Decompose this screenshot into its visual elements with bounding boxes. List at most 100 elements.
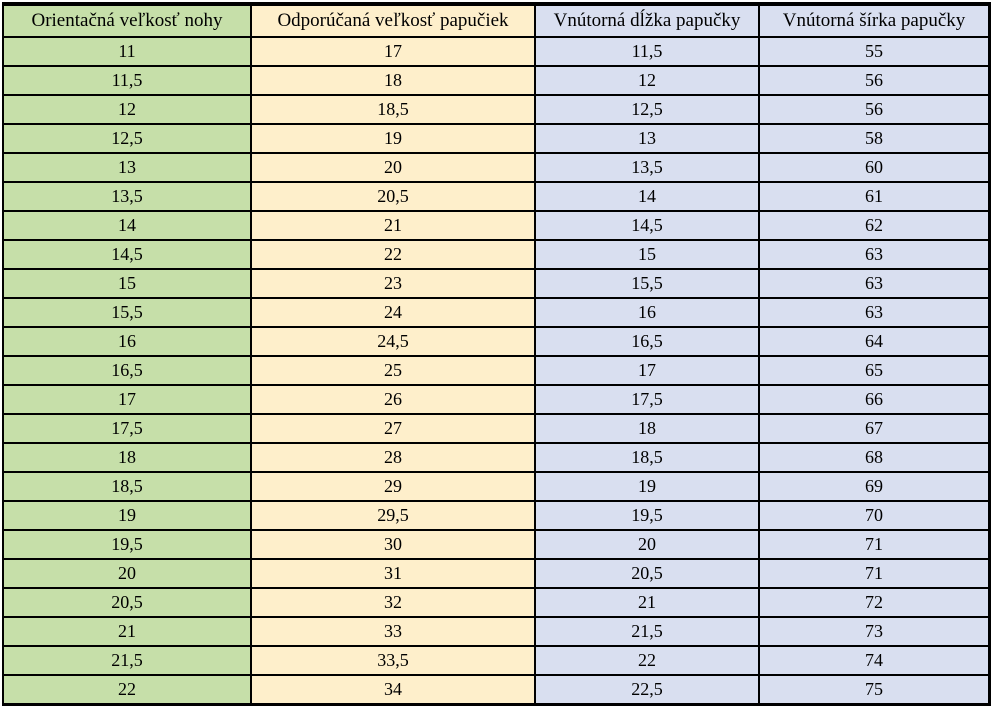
table-row: 16,5 25 17 65: [2, 355, 991, 384]
cell-slipper-size: 29: [250, 471, 534, 500]
table-row: 12 18,5 12,5 56: [2, 94, 991, 123]
cell-slipper-size: 28: [250, 442, 534, 471]
table-row: 11 17 11,5 55: [2, 36, 991, 65]
cell-inner-length: 21,5: [534, 616, 758, 645]
table-row: 16 24,5 16,5 64: [2, 326, 991, 355]
table-row: 19 29,5 19,5 70: [2, 500, 991, 529]
table-row: 21 33 21,5 73: [2, 616, 991, 645]
table-row: 15,5 24 16 63: [2, 297, 991, 326]
cell-foot-size: 16: [2, 326, 250, 355]
cell-foot-size: 17: [2, 384, 250, 413]
cell-slipper-size: 22: [250, 239, 534, 268]
cell-foot-size: 14: [2, 210, 250, 239]
table-row: 15 23 15,5 63: [2, 268, 991, 297]
table-row: 21,5 33,5 22 74: [2, 645, 991, 674]
cell-foot-size: 19,5: [2, 529, 250, 558]
cell-foot-size: 12,5: [2, 123, 250, 152]
table-row: 14,5 22 15 63: [2, 239, 991, 268]
cell-slipper-size: 19: [250, 123, 534, 152]
cell-slipper-size: 33,5: [250, 645, 534, 674]
cell-inner-width: 63: [758, 268, 991, 297]
table-row: 14 21 14,5 62: [2, 210, 991, 239]
cell-inner-length: 12: [534, 65, 758, 94]
cell-slipper-size: 18,5: [250, 94, 534, 123]
cell-inner-width: 62: [758, 210, 991, 239]
cell-foot-size: 18: [2, 442, 250, 471]
cell-inner-length: 13: [534, 123, 758, 152]
column-header-inner-length: Vnútorná dĺžka papučky: [534, 2, 758, 36]
table-body: 11 17 11,5 55 11,5 18 12 56 12 18,5 12,5 56 12,5 19 13…: [2, 36, 991, 706]
cell-foot-size: 18,5: [2, 471, 250, 500]
cell-foot-size: 17,5: [2, 413, 250, 442]
table-row: 12,5 19 13 58: [2, 123, 991, 152]
column-header-inner-width: Vnútorná šírka papučky: [758, 2, 991, 36]
cell-slipper-size: 27: [250, 413, 534, 442]
table-row: 13,5 20,5 14 61: [2, 181, 991, 210]
cell-inner-width: 68: [758, 442, 991, 471]
table-row: 17 26 17,5 66: [2, 384, 991, 413]
cell-foot-size: 12: [2, 94, 250, 123]
cell-foot-size: 21: [2, 616, 250, 645]
cell-slipper-size: 34: [250, 674, 534, 706]
cell-inner-width: 72: [758, 587, 991, 616]
cell-slipper-size: 24: [250, 297, 534, 326]
cell-slipper-size: 31: [250, 558, 534, 587]
cell-foot-size: 15: [2, 268, 250, 297]
cell-inner-length: 19,5: [534, 500, 758, 529]
cell-slipper-size: 30: [250, 529, 534, 558]
cell-inner-length: 17,5: [534, 384, 758, 413]
header-row: Orientačná veľkosť nohy Odporúčaná veľko…: [2, 2, 991, 36]
cell-inner-length: 15,5: [534, 268, 758, 297]
cell-inner-width: 74: [758, 645, 991, 674]
cell-foot-size: 20: [2, 558, 250, 587]
cell-inner-length: 22: [534, 645, 758, 674]
cell-inner-width: 69: [758, 471, 991, 500]
cell-inner-length: 14: [534, 181, 758, 210]
column-header-slipper-size: Odporúčaná veľkosť papučiek: [250, 2, 534, 36]
cell-inner-width: 58: [758, 123, 991, 152]
cell-slipper-size: 24,5: [250, 326, 534, 355]
table-row: 20,5 32 21 72: [2, 587, 991, 616]
cell-foot-size: 11,5: [2, 65, 250, 94]
table-row: 18 28 18,5 68: [2, 442, 991, 471]
cell-inner-length: 13,5: [534, 152, 758, 181]
cell-inner-width: 73: [758, 616, 991, 645]
table-header: Orientačná veľkosť nohy Odporúčaná veľko…: [2, 2, 991, 36]
cell-inner-length: 18: [534, 413, 758, 442]
column-header-foot-size: Orientačná veľkosť nohy: [2, 2, 250, 36]
cell-inner-width: 70: [758, 500, 991, 529]
cell-slipper-size: 29,5: [250, 500, 534, 529]
table-row: 18,5 29 19 69: [2, 471, 991, 500]
cell-inner-length: 20: [534, 529, 758, 558]
cell-slipper-size: 33: [250, 616, 534, 645]
cell-foot-size: 22: [2, 674, 250, 706]
cell-foot-size: 13,5: [2, 181, 250, 210]
cell-inner-length: 11,5: [534, 36, 758, 65]
cell-inner-width: 67: [758, 413, 991, 442]
cell-inner-length: 15: [534, 239, 758, 268]
cell-inner-length: 20,5: [534, 558, 758, 587]
cell-foot-size: 16,5: [2, 355, 250, 384]
cell-slipper-size: 20,5: [250, 181, 534, 210]
cell-foot-size: 21,5: [2, 645, 250, 674]
cell-inner-length: 12,5: [534, 94, 758, 123]
table-row: 13 20 13,5 60: [2, 152, 991, 181]
cell-inner-width: 60: [758, 152, 991, 181]
cell-inner-width: 55: [758, 36, 991, 65]
cell-inner-width: 63: [758, 239, 991, 268]
table-row: 22 34 22,5 75: [2, 674, 991, 706]
cell-inner-length: 16: [534, 297, 758, 326]
cell-slipper-size: 20: [250, 152, 534, 181]
cell-slipper-size: 32: [250, 587, 534, 616]
cell-inner-width: 66: [758, 384, 991, 413]
cell-slipper-size: 23: [250, 268, 534, 297]
table-row: 17,5 27 18 67: [2, 413, 991, 442]
cell-inner-width: 63: [758, 297, 991, 326]
table-row: 19,5 30 20 71: [2, 529, 991, 558]
cell-inner-length: 17: [534, 355, 758, 384]
table-row: 20 31 20,5 71: [2, 558, 991, 587]
cell-foot-size: 15,5: [2, 297, 250, 326]
cell-foot-size: 14,5: [2, 239, 250, 268]
cell-inner-width: 56: [758, 94, 991, 123]
